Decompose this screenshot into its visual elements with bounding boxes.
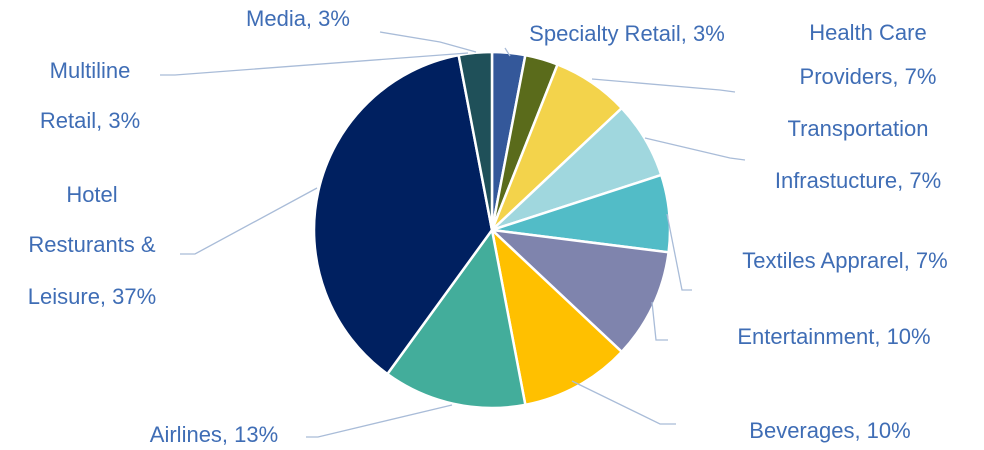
slice-label: Beverages, 10% bbox=[749, 418, 910, 443]
leader-line bbox=[379, 31, 477, 53]
slice-label: Multiline bbox=[50, 58, 131, 83]
slice-label: Infrastucture, 7% bbox=[775, 168, 941, 193]
leader-line bbox=[666, 213, 692, 291]
slice-label: Providers, 7% bbox=[800, 64, 937, 89]
slice-label: Hotel bbox=[66, 182, 117, 207]
slice-label: Textiles Apprarel, 7% bbox=[742, 248, 947, 273]
slice-label: Media, 3% bbox=[246, 6, 350, 31]
leader-line bbox=[180, 187, 318, 255]
leader-line bbox=[160, 52, 469, 76]
pie-slice bbox=[457, 50, 494, 231]
leader-line bbox=[651, 301, 668, 341]
pie-slice bbox=[385, 226, 527, 410]
leader-line bbox=[644, 137, 746, 161]
slice-label: Retail, 3% bbox=[40, 108, 140, 133]
leader-line bbox=[504, 47, 511, 57]
pie-slice bbox=[490, 226, 624, 407]
leader-line bbox=[306, 404, 453, 438]
slice-label: Specialty Retail, 3% bbox=[529, 21, 725, 46]
slice-label: Resturants & bbox=[28, 232, 155, 257]
leader-line bbox=[571, 380, 676, 425]
slice-label: Leisure, 37% bbox=[28, 284, 156, 309]
slice-label: Transportation bbox=[787, 116, 928, 141]
slice-label: Health Care bbox=[809, 20, 926, 45]
slice-label: Airlines, 13% bbox=[150, 422, 278, 447]
slice-label: Entertainment, 10% bbox=[737, 324, 930, 349]
pie-slice bbox=[312, 53, 494, 376]
leader-line bbox=[591, 78, 736, 93]
